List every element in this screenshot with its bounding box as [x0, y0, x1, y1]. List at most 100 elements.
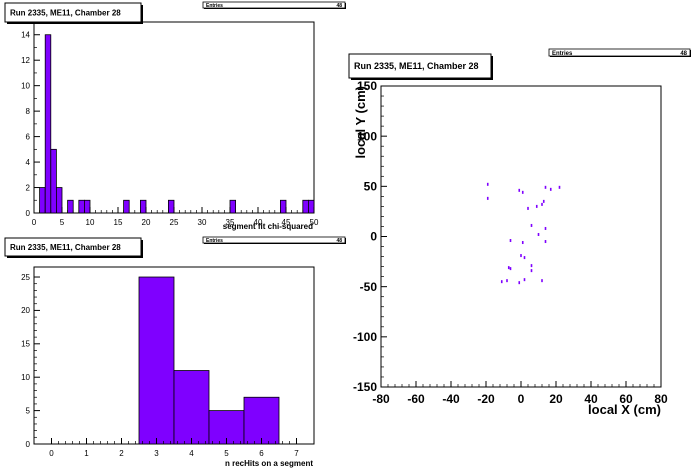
- chart-panel-2: 0 1 2 3 4 5 6 7 0 5 10 15 20 25 n recHits on a segment…: [4, 236, 346, 468]
- x-tick-label: 5: [224, 449, 229, 458]
- scatter-point: [530, 269, 533, 273]
- y-tick-label: -50: [360, 280, 378, 294]
- histogram-bar: [167, 199, 175, 214]
- histogram-bar: [123, 199, 130, 214]
- y-tick-label: 8: [26, 107, 31, 116]
- histogram-bar: [39, 187, 46, 214]
- title-box: [4, 237, 142, 257]
- histogram-bar: [139, 199, 147, 214]
- scatter-point: [530, 264, 533, 268]
- scatter-point: [542, 199, 545, 203]
- y-tick-label: 20: [21, 306, 30, 315]
- title-box: [4, 2, 142, 23]
- x-tick-label: 1: [84, 449, 89, 458]
- scatter-point: [520, 254, 522, 258]
- x-tick-label: 40: [584, 392, 598, 406]
- y-tick-label: 0: [26, 440, 31, 449]
- y-tick-label: 5: [26, 406, 31, 415]
- histogram-bar: [279, 199, 287, 214]
- x-tick-label: -60: [407, 392, 425, 406]
- histogram-bar: [173, 370, 210, 445]
- histogram-bar: [56, 187, 63, 214]
- x-tick-label: 40: [254, 218, 263, 227]
- x-tick-label: -20: [477, 392, 495, 406]
- y-tick-label: 0: [370, 230, 377, 244]
- x-tick-label: 0: [32, 218, 37, 227]
- scatter-point: [509, 267, 512, 271]
- stats-box: [202, 236, 346, 244]
- y-tick-label: 25: [21, 273, 30, 282]
- chart-title: Run 2335, ME11, Chamber 28: [354, 61, 479, 71]
- scatter-point: [523, 256, 526, 260]
- stats-entries-label: Entries: [206, 238, 223, 244]
- x-tick-label: 3: [154, 449, 159, 458]
- stats-entries-value: 48: [680, 51, 687, 57]
- x-tick-label: 35: [226, 218, 235, 227]
- chart-title: Run 2335, ME11, Chamber 28: [10, 8, 121, 17]
- x-tick-label: 80: [654, 392, 668, 406]
- y-tick-label: 15: [21, 340, 30, 349]
- title-box: [348, 53, 492, 79]
- y-tick-label: 150: [357, 79, 377, 93]
- scatter-point: [527, 206, 529, 210]
- x-tick-label: 7: [294, 449, 299, 458]
- scatter-point: [507, 266, 510, 270]
- histogram-bar: [44, 34, 52, 214]
- x-axis-label: n recHits on a segment: [225, 459, 313, 468]
- histogram-bar: [67, 199, 74, 214]
- x-tick-label: 30: [198, 218, 207, 227]
- chart-title: Run 2335, ME11, Chamber 28: [10, 243, 121, 252]
- scatter-point: [486, 196, 489, 200]
- x-tick-label: -80: [372, 392, 390, 406]
- x-tick-label: 20: [142, 218, 151, 227]
- y-tick-label: 50: [364, 180, 378, 194]
- y-axis-label: local Y (cm): [353, 86, 368, 159]
- y-tick-label: 14: [21, 31, 30, 40]
- y-tick-label: 10: [21, 373, 30, 382]
- x-tick-label: 4: [189, 449, 194, 458]
- x-tick-label: 6: [259, 449, 264, 458]
- stats-box: [202, 1, 346, 9]
- y-tick-label: 0: [26, 209, 31, 218]
- y-tick-label: -150: [353, 380, 377, 394]
- x-tick-label: -40: [442, 392, 460, 406]
- scatter-point: [544, 185, 547, 189]
- x-tick-label: 10: [86, 218, 95, 227]
- stats-entries-value: 48: [336, 238, 342, 244]
- scatter-point: [544, 226, 547, 230]
- x-tick-label: 0: [49, 449, 54, 458]
- scatter-point: [530, 223, 533, 227]
- scatter-point: [521, 190, 524, 194]
- scatter-point: [523, 278, 526, 282]
- plot-frame: [33, 21, 315, 214]
- histogram-bar: [229, 199, 236, 214]
- histogram-bar: [243, 396, 280, 445]
- chart-panel-3: -80 -60 -40 -20 0 20 40 60 80 -150 -100 -50 0 50 100 15…: [348, 48, 691, 417]
- x-tick-label: 45: [282, 218, 291, 227]
- y-tick-label: 2: [26, 183, 31, 192]
- scatter-point: [506, 279, 508, 283]
- histogram-bar: [78, 199, 85, 214]
- scatter-point: [549, 187, 552, 191]
- x-tick-label: 15: [114, 218, 123, 227]
- x-tick-label: 5: [60, 218, 65, 227]
- y-tick-label: 100: [357, 129, 377, 143]
- scatter-point: [544, 240, 547, 244]
- stats-entries-label: Entries: [552, 51, 573, 57]
- y-tick-label: 4: [26, 158, 31, 167]
- plot-frame: [380, 85, 662, 388]
- histogram-bar: [302, 199, 309, 214]
- scatter-point: [509, 239, 512, 243]
- scatter-point: [518, 281, 521, 285]
- stats-box: [548, 48, 691, 57]
- scatter-point: [521, 241, 524, 245]
- stats-entries-label: Entries: [206, 3, 223, 9]
- y-tick-label: 6: [26, 132, 31, 141]
- scatter-point: [541, 279, 543, 283]
- histogram-bar: [84, 199, 91, 214]
- x-tick-label: 0: [518, 392, 525, 406]
- x-tick-label: 20: [549, 392, 563, 406]
- x-tick-label: 25: [170, 218, 179, 227]
- scatter-point: [518, 188, 521, 192]
